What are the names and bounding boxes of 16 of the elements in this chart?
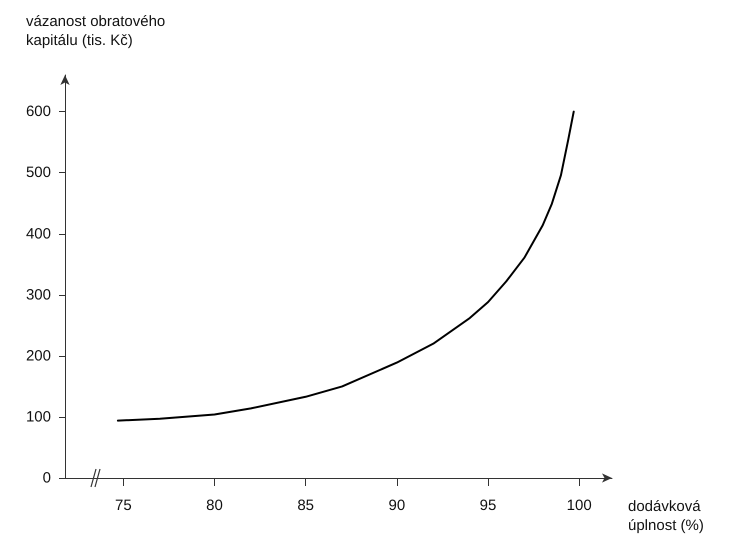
y-tick-label: 600 (26, 103, 51, 120)
y-tick-label: 400 (26, 225, 51, 242)
y-tick-label: 300 (26, 286, 51, 304)
x-tick-label: 90 (388, 497, 406, 514)
x-tick-label: 100 (566, 497, 592, 514)
x-tick-label: 95 (480, 497, 496, 514)
x-axis-title: dodávková úplnost (%) (628, 497, 705, 535)
y-tick-label: 500 (26, 164, 51, 182)
y-tick-label: 200 (26, 347, 51, 364)
x-tick-label: 85 (297, 497, 314, 514)
x-tick-label: 80 (206, 497, 223, 514)
line-series (116, 110, 575, 422)
x-tick-label: 75 (115, 497, 132, 514)
y-tick-label: 100 (26, 408, 51, 426)
y-tick-label: 0 (42, 470, 51, 486)
y-axis-title: vázanost obratového kapitálu (tis. Kč) (26, 12, 166, 50)
